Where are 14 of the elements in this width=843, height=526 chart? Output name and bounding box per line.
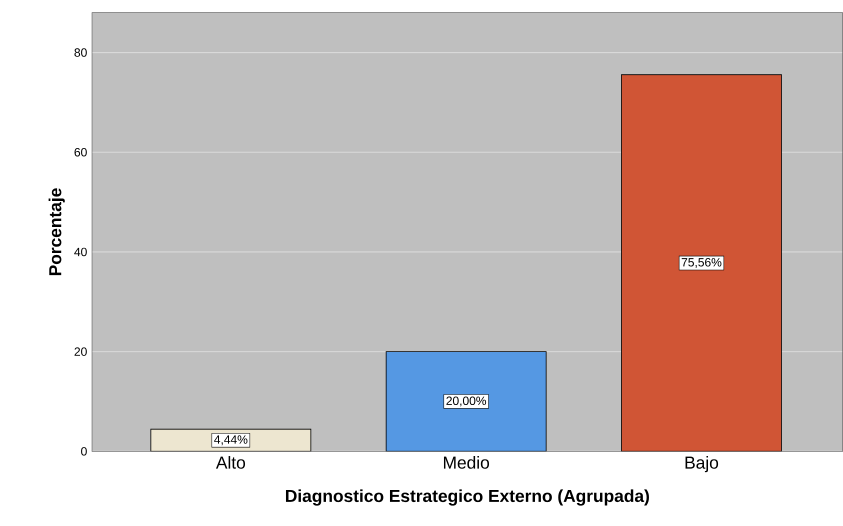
data-label: 4,44% (214, 435, 248, 446)
data-label: 75,56% (682, 258, 722, 268)
x-tick-label: Alto (216, 456, 246, 469)
y-tick-label: 20 (74, 347, 87, 356)
x-tick-label: Bajo (686, 456, 718, 472)
data-label: 20,00% (446, 396, 486, 406)
x-axis-title: Diagnostico Estrategico Externo (Agrupada) (286, 489, 649, 506)
bar (386, 351, 547, 452)
x-tick-label: Medio (444, 456, 490, 469)
y-tick-label: 60 (74, 148, 87, 157)
y-tick-label: 80 (74, 48, 87, 57)
y-tick-label: 0 (81, 447, 87, 456)
y-tick-label: 40 (74, 248, 87, 256)
y-axis-title: Porcentaje (48, 188, 65, 276)
